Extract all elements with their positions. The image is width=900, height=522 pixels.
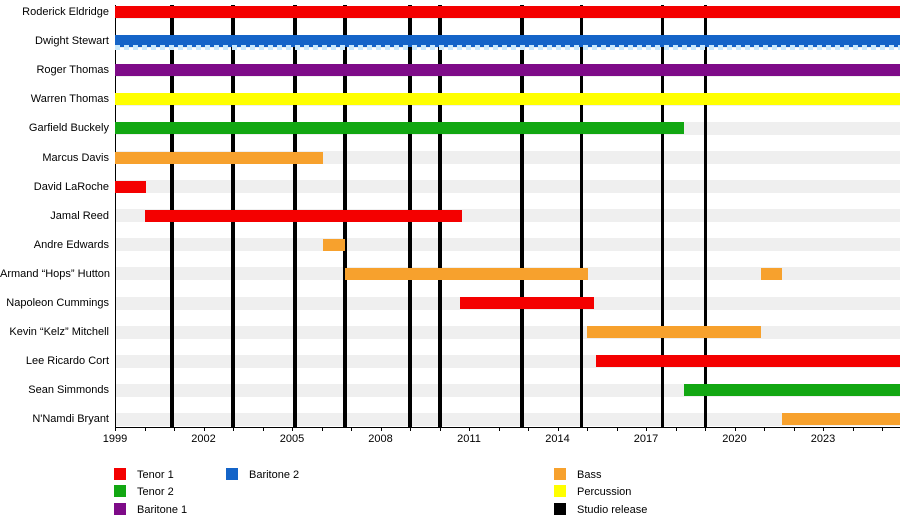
timeline-bar bbox=[345, 267, 589, 280]
timeline-bar bbox=[115, 64, 900, 77]
year-tick bbox=[616, 427, 618, 431]
timeline-bar bbox=[115, 93, 900, 106]
year-tick bbox=[203, 427, 205, 431]
year-label: 2017 bbox=[633, 433, 659, 445]
year-tick bbox=[705, 427, 706, 431]
member-label: David LaRoche bbox=[33, 180, 109, 193]
studio-release-line bbox=[660, 5, 664, 427]
member-label: Lee Ricardo Cort bbox=[25, 355, 109, 368]
member-label: Kevin “Kelz” Mitchell bbox=[9, 326, 109, 339]
year-tick bbox=[793, 427, 795, 431]
studio-release-line bbox=[579, 5, 583, 427]
year-tick bbox=[646, 427, 647, 431]
member-label: N'Namdi Bryant bbox=[32, 413, 109, 426]
year-tick bbox=[764, 427, 765, 431]
year-tick bbox=[439, 427, 441, 431]
legend-label: Bass bbox=[577, 469, 602, 481]
legend-label: Tenor 2 bbox=[137, 486, 174, 499]
y-axis-border bbox=[115, 5, 116, 427]
legend-label: Percussion bbox=[577, 486, 632, 499]
year-tick bbox=[675, 427, 677, 431]
secondary-dash-strip bbox=[115, 45, 900, 51]
year-tick bbox=[351, 427, 352, 431]
member-label: Sean Simmonds bbox=[28, 384, 109, 397]
member-label: Warren Thomas bbox=[30, 93, 109, 106]
year-tick bbox=[587, 427, 588, 431]
timeline-bar bbox=[595, 355, 900, 368]
timeline-bar bbox=[115, 151, 323, 164]
member-label: Dwight Stewart bbox=[35, 35, 109, 48]
studio-release-line bbox=[703, 5, 707, 427]
timeline-bar bbox=[587, 326, 762, 339]
timeline-bar bbox=[781, 413, 900, 426]
year-tick bbox=[528, 427, 529, 431]
legend-swatch bbox=[554, 485, 566, 498]
year-tick bbox=[410, 427, 411, 431]
member-label: Roger Thomas bbox=[36, 64, 109, 77]
legend-swatch bbox=[226, 468, 238, 480]
year-label: 2008 bbox=[368, 433, 393, 445]
legend-label: Tenor 1 bbox=[137, 469, 174, 481]
legend-swatch bbox=[114, 468, 126, 480]
year-tick bbox=[557, 427, 559, 431]
member-label: Marcus Davis bbox=[42, 151, 109, 164]
timeline-bar bbox=[115, 35, 900, 48]
year-tick bbox=[380, 427, 382, 431]
year-label: 2014 bbox=[545, 433, 570, 445]
x-axis bbox=[115, 427, 900, 428]
year-tick bbox=[144, 427, 146, 431]
legend-label: Baritone 1 bbox=[137, 503, 188, 516]
legend-swatch bbox=[114, 502, 126, 515]
legend-swatch bbox=[554, 468, 566, 480]
year-label: 2020 bbox=[722, 433, 747, 445]
year-label: 2005 bbox=[279, 433, 305, 445]
year-tick bbox=[292, 427, 293, 431]
year-label: 2002 bbox=[191, 433, 216, 445]
year-tick bbox=[321, 427, 323, 431]
year-tick bbox=[734, 427, 736, 431]
year-tick bbox=[469, 427, 470, 431]
timeline-bar bbox=[684, 384, 900, 397]
legend-swatch bbox=[114, 485, 126, 498]
member-label: Jamal Reed bbox=[50, 209, 109, 222]
year-label: 1999 bbox=[102, 433, 128, 445]
legend-swatch bbox=[554, 502, 566, 515]
timeline-bar bbox=[144, 209, 462, 222]
member-label: Roderick Eldridge bbox=[22, 6, 109, 18]
year-tick bbox=[115, 427, 116, 431]
timeline-bar bbox=[115, 122, 685, 135]
timeline-bar bbox=[115, 180, 146, 193]
year-label: 2011 bbox=[457, 433, 481, 445]
year-tick bbox=[882, 427, 883, 431]
member-label: Napoleon Cummings bbox=[6, 297, 109, 309]
timeline-bar bbox=[761, 267, 782, 280]
year-tick bbox=[852, 427, 854, 431]
member-label: Armand “Hops” Hutton bbox=[0, 267, 111, 280]
legend-label: Baritone 2 bbox=[249, 469, 300, 481]
year-tick bbox=[174, 427, 175, 431]
year-label: 2023 bbox=[810, 433, 836, 445]
timeline-bar bbox=[322, 238, 346, 251]
year-tick bbox=[498, 427, 500, 431]
timeline-bar bbox=[115, 6, 900, 18]
year-tick bbox=[262, 427, 264, 431]
year-tick bbox=[233, 427, 234, 431]
member-label: Andre Edwards bbox=[33, 238, 109, 251]
timeline-bar bbox=[460, 297, 595, 309]
studio-release-line bbox=[520, 5, 525, 427]
member-label: Garfield Buckely bbox=[28, 122, 109, 135]
legend-label: Studio release bbox=[577, 503, 648, 516]
year-tick bbox=[823, 427, 824, 431]
